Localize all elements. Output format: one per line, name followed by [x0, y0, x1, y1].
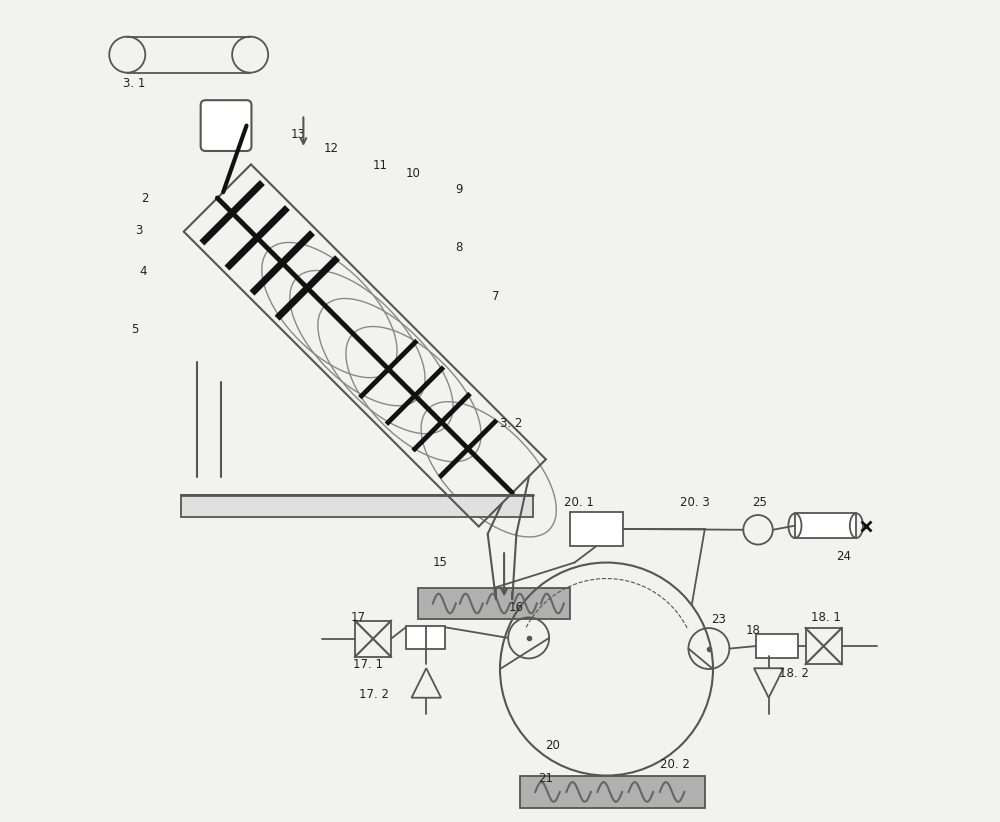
Bar [795, 514, 856, 538]
Bar [570, 512, 623, 546]
Bar [806, 628, 842, 664]
Bar [418, 588, 570, 619]
Text: 4: 4 [140, 266, 147, 278]
Text: 13: 13 [291, 127, 306, 141]
Text: 24: 24 [836, 550, 851, 563]
Text: 5: 5 [131, 322, 139, 335]
Bar [520, 776, 705, 807]
Text: 10: 10 [406, 167, 421, 180]
Text: 3: 3 [135, 224, 143, 238]
Text: 20. 1: 20. 1 [564, 496, 594, 510]
Text: 3. 1: 3. 1 [123, 76, 146, 90]
Text: 8: 8 [455, 241, 462, 254]
Text: 17: 17 [351, 611, 366, 624]
Text: 16: 16 [508, 601, 523, 614]
Text: 15: 15 [433, 556, 448, 569]
Text: 20: 20 [545, 739, 560, 752]
Text: 17. 2: 17. 2 [359, 688, 389, 701]
Text: 3. 2: 3. 2 [500, 417, 522, 430]
Text: 25: 25 [752, 496, 767, 510]
Text: 17. 1: 17. 1 [353, 658, 383, 672]
Text: 11: 11 [373, 159, 388, 172]
Text: 18. 1: 18. 1 [811, 611, 841, 624]
Text: 21: 21 [538, 772, 553, 784]
Text: 23: 23 [711, 612, 726, 626]
Text: 18: 18 [746, 624, 761, 637]
Text: 20. 3: 20. 3 [680, 496, 710, 510]
Text: 2: 2 [141, 192, 149, 205]
Text: 18. 2: 18. 2 [779, 667, 808, 680]
Text: 12: 12 [324, 142, 339, 155]
Bar [406, 626, 445, 649]
FancyBboxPatch shape [201, 100, 251, 151]
Text: 9: 9 [455, 183, 462, 196]
Bar [756, 634, 798, 658]
Text: 20. 2: 20. 2 [660, 759, 690, 771]
Text: 7: 7 [492, 290, 499, 302]
Bar [181, 495, 533, 518]
Bar [355, 621, 391, 657]
